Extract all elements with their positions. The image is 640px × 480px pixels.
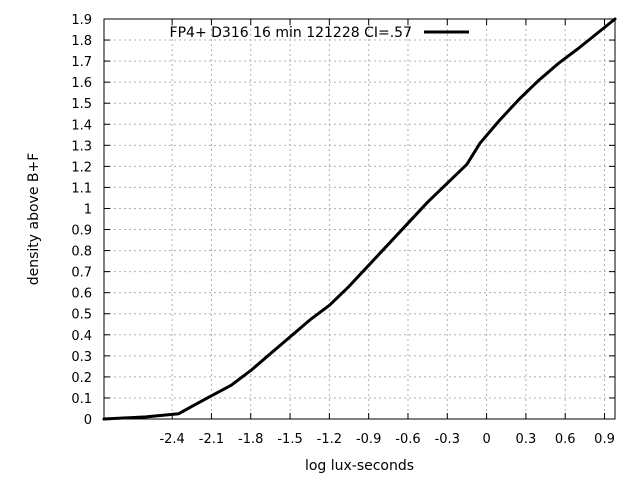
x-tick-label: -1.2 [317,432,342,447]
y-tick-label: 1 [84,202,92,217]
y-tick-label: 1.4 [71,118,92,133]
y-axis-title: density above B+F [26,153,42,286]
y-tick-label: 0.6 [71,287,92,302]
x-tick-label: 0.3 [516,432,537,447]
legend: FP4+ D316 16 min 121228 CI=.57 [170,25,469,41]
y-tick-label: 0.7 [71,266,92,281]
y-tick-label: 0.5 [71,308,92,323]
y-tick-label: 1.2 [71,160,92,175]
y-tick-label: 1.5 [71,97,92,112]
y-tick-label: 0.1 [71,392,92,407]
x-axis-tick-labels: -2.4 -2.1 -1.8 -1.5 -1.2 -0.9 -0.6 -0.3 0 0.3 0.6 0… [159,432,614,447]
x-tick-label: -1.5 [277,432,302,447]
x-tick-label: -0.9 [356,432,381,447]
y-tick-label: 0.9 [71,224,92,239]
y-tick-label: 1.8 [71,34,92,49]
x-tick-label: 0.9 [594,432,615,447]
y-tick-label: 0 [84,413,92,428]
x-tick-label: 0 [482,432,490,447]
plot-frame [103,18,616,420]
x-axis-title: log lux-seconds [305,458,414,474]
y-tick-label: 1.7 [71,55,92,70]
y-tick-label: 1.6 [71,76,92,91]
legend-entry-label: FP4+ D316 16 min 121228 CI=.57 [170,25,412,41]
y-tick-label: 1.1 [71,181,92,196]
y-tick-label: 0.4 [71,329,92,344]
x-tick-label: -2.4 [159,432,184,447]
y-tick-label: 0.3 [71,350,92,365]
series-line [102,17,617,421]
x-tick-label: -0.6 [395,432,420,447]
series-layer [102,17,617,421]
x-tick-label: -1.8 [238,432,263,447]
y-tick-label: 0.2 [71,371,92,386]
y-tick-label: 1.3 [71,139,92,154]
x-tick-label: -2.1 [199,432,224,447]
grid-lines [104,19,615,419]
y-tick-label: 0.8 [71,245,92,260]
y-axis-tick-labels: 0 0.1 0.2 0.3 0.4 0.5 0.6 0.7 0.8 0.9 1 1.1 1.2 1.3 1.… [71,13,92,428]
axis-ticks [104,18,615,420]
x-tick-label: -0.3 [435,432,460,447]
x-tick-label: 0.6 [555,432,576,447]
y-tick-label: 1.9 [71,13,92,28]
